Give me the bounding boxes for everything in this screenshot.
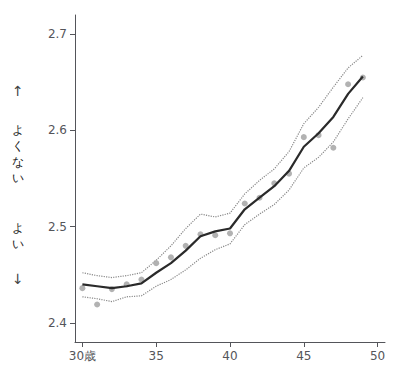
- svg-text:2.4: 2.4: [48, 316, 67, 330]
- svg-text:2.7: 2.7: [48, 27, 67, 41]
- svg-text:30歳: 30歳: [69, 349, 96, 363]
- svg-text:い: い: [12, 171, 24, 185]
- svg-text:40: 40: [222, 349, 237, 363]
- svg-text:い: い: [12, 237, 24, 251]
- svg-text:よ: よ: [12, 123, 24, 137]
- svg-text:2.6: 2.6: [48, 123, 67, 137]
- svg-text:よ: よ: [12, 221, 24, 235]
- svg-text:↑: ↑: [12, 83, 24, 99]
- svg-text:35: 35: [149, 349, 164, 363]
- svg-text:く: く: [12, 139, 24, 153]
- svg-text:な: な: [12, 155, 24, 169]
- svg-text:50: 50: [370, 349, 385, 363]
- svg-text:2.5: 2.5: [48, 220, 67, 234]
- svg-text:45: 45: [296, 349, 311, 363]
- svg-text:↓: ↓: [12, 271, 24, 287]
